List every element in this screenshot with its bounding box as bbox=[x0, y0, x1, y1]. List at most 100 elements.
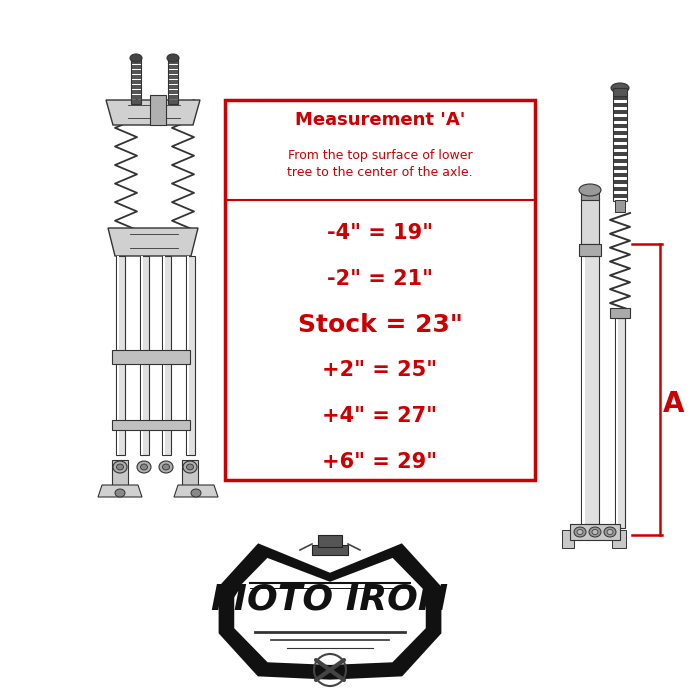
Text: +6" = 29": +6" = 29" bbox=[323, 452, 438, 472]
Bar bbox=[570, 524, 620, 540]
Bar bbox=[112, 460, 128, 490]
Bar bbox=[168, 58, 178, 104]
Bar bbox=[168, 90, 178, 94]
Bar bbox=[613, 103, 627, 107]
Bar bbox=[613, 187, 627, 191]
Bar bbox=[131, 90, 141, 94]
Polygon shape bbox=[220, 545, 440, 678]
Bar bbox=[131, 65, 141, 69]
Bar bbox=[613, 180, 627, 184]
Polygon shape bbox=[174, 485, 218, 497]
Ellipse shape bbox=[577, 529, 583, 535]
Bar bbox=[168, 60, 178, 64]
Bar bbox=[168, 65, 178, 69]
Bar bbox=[186, 256, 195, 455]
Ellipse shape bbox=[115, 489, 125, 497]
Bar bbox=[168, 70, 178, 74]
Bar bbox=[131, 100, 141, 104]
Text: A: A bbox=[664, 391, 685, 419]
Bar bbox=[612, 530, 626, 548]
Bar bbox=[613, 159, 627, 163]
Ellipse shape bbox=[159, 461, 173, 473]
Polygon shape bbox=[108, 228, 198, 256]
Bar bbox=[613, 138, 627, 142]
Ellipse shape bbox=[574, 527, 586, 537]
Ellipse shape bbox=[183, 461, 197, 473]
Text: -4" = 19": -4" = 19" bbox=[327, 223, 433, 243]
Bar bbox=[225, 100, 535, 480]
Ellipse shape bbox=[191, 489, 201, 497]
Bar bbox=[582, 256, 585, 524]
Text: +4" = 27": +4" = 27" bbox=[323, 406, 438, 426]
Bar bbox=[150, 95, 166, 125]
Bar bbox=[163, 256, 165, 455]
Bar bbox=[579, 244, 601, 256]
Bar bbox=[581, 188, 599, 200]
Ellipse shape bbox=[130, 54, 142, 62]
Text: -2" = 21": -2" = 21" bbox=[327, 269, 433, 288]
Bar bbox=[613, 110, 627, 114]
Bar bbox=[581, 198, 599, 244]
Ellipse shape bbox=[592, 529, 598, 535]
Ellipse shape bbox=[162, 464, 169, 470]
Ellipse shape bbox=[611, 83, 629, 93]
Bar bbox=[168, 95, 178, 99]
Text: Measurement 'A': Measurement 'A' bbox=[295, 111, 466, 129]
Bar bbox=[613, 96, 627, 100]
Bar bbox=[162, 256, 171, 455]
Bar bbox=[318, 535, 342, 547]
Bar bbox=[616, 318, 618, 528]
Text: +2" = 25": +2" = 25" bbox=[323, 360, 438, 380]
Bar bbox=[131, 85, 141, 88]
Bar bbox=[131, 80, 141, 83]
Bar bbox=[613, 145, 627, 149]
Ellipse shape bbox=[137, 461, 151, 473]
Bar bbox=[168, 80, 178, 83]
Bar bbox=[131, 75, 141, 78]
Bar bbox=[613, 173, 627, 177]
Bar bbox=[168, 75, 178, 78]
Polygon shape bbox=[233, 556, 427, 666]
Bar bbox=[613, 124, 627, 128]
Polygon shape bbox=[106, 100, 200, 125]
Text: Stock = 23": Stock = 23" bbox=[298, 313, 463, 337]
Ellipse shape bbox=[186, 464, 193, 470]
Ellipse shape bbox=[116, 464, 123, 470]
Ellipse shape bbox=[141, 464, 148, 470]
Bar bbox=[613, 194, 627, 198]
Ellipse shape bbox=[113, 461, 127, 473]
Bar bbox=[131, 95, 141, 99]
Text: MOTO IRON: MOTO IRON bbox=[211, 583, 449, 617]
Bar bbox=[131, 60, 141, 64]
Bar bbox=[581, 256, 599, 524]
Bar bbox=[112, 350, 190, 364]
Ellipse shape bbox=[604, 527, 616, 537]
Bar bbox=[131, 58, 141, 104]
Bar bbox=[141, 256, 143, 455]
Text: From the top surface of lower: From the top surface of lower bbox=[288, 148, 472, 162]
Bar bbox=[312, 545, 348, 555]
Bar bbox=[168, 100, 178, 104]
Text: tree to the center of the axle.: tree to the center of the axle. bbox=[287, 167, 473, 179]
Bar bbox=[613, 152, 627, 156]
Bar bbox=[187, 256, 189, 455]
Bar bbox=[168, 85, 178, 88]
Bar bbox=[182, 460, 198, 490]
Ellipse shape bbox=[579, 184, 601, 196]
Bar bbox=[613, 131, 627, 135]
Bar bbox=[615, 200, 625, 212]
Bar bbox=[613, 117, 627, 121]
Polygon shape bbox=[98, 485, 142, 497]
Ellipse shape bbox=[589, 527, 601, 537]
Bar bbox=[562, 530, 574, 548]
Bar bbox=[613, 88, 627, 96]
Bar bbox=[140, 256, 149, 455]
Bar bbox=[613, 96, 627, 201]
Bar bbox=[131, 70, 141, 74]
Ellipse shape bbox=[607, 529, 613, 535]
Ellipse shape bbox=[167, 54, 179, 62]
Bar bbox=[117, 256, 119, 455]
Bar bbox=[112, 420, 190, 430]
Bar bbox=[613, 166, 627, 170]
Bar bbox=[615, 318, 625, 528]
